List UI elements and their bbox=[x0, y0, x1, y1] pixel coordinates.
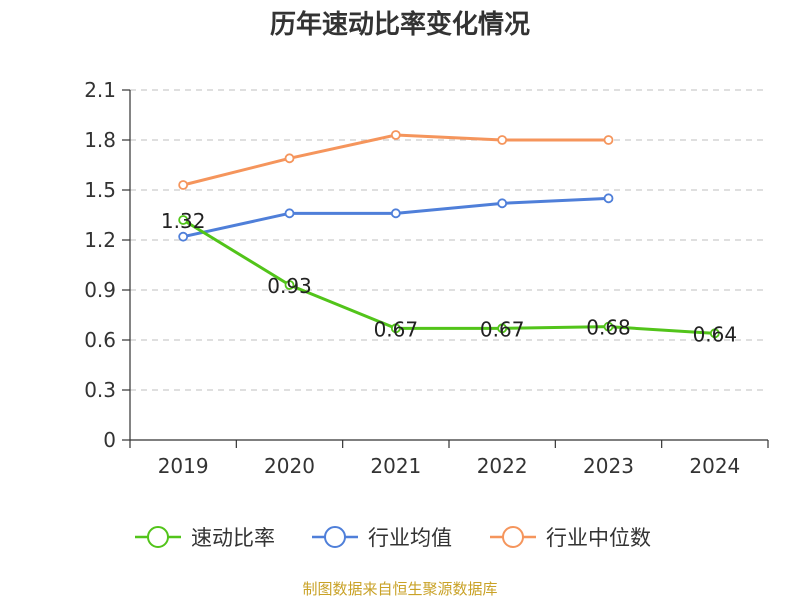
data-label: 0.64 bbox=[693, 322, 738, 346]
data-label: 0.67 bbox=[374, 317, 419, 341]
legend-label: 行业均值 bbox=[368, 526, 452, 550]
data-label: 1.32 bbox=[161, 209, 206, 233]
series-line-速动比率 bbox=[182, 218, 715, 335]
data-point bbox=[497, 198, 508, 209]
data-point bbox=[390, 208, 401, 219]
series-line-行业中位数 bbox=[182, 133, 609, 187]
legend-label: 速动比率 bbox=[191, 526, 275, 550]
x-tick-label: 2024 bbox=[689, 454, 740, 478]
data-point bbox=[603, 135, 614, 145]
y-tick-label: 1.2 bbox=[84, 228, 116, 252]
y-tick-label: 1.8 bbox=[84, 128, 116, 152]
data-source-note: 制图数据来自恒生聚源数据库 bbox=[302, 580, 498, 598]
data-point bbox=[284, 153, 295, 164]
data-label: 0.67 bbox=[480, 317, 525, 341]
data-point bbox=[178, 180, 189, 190]
legend-marker-icon bbox=[147, 526, 169, 548]
x-tick-label: 2021 bbox=[370, 454, 421, 478]
data-point bbox=[603, 193, 614, 204]
axis-layer: 0 0.3 0.6 0.9 1.2 1.5 1.8 2.1 2019 2020 2021 2022 20… bbox=[84, 78, 769, 478]
data-point bbox=[178, 231, 189, 242]
series-layer bbox=[178, 130, 720, 339]
grid-layer bbox=[130, 89, 768, 391]
y-tick-label: 0 bbox=[103, 428, 116, 452]
y-tick-label: 0.9 bbox=[84, 278, 116, 302]
data-point bbox=[390, 323, 401, 334]
y-tick-label: 1.5 bbox=[84, 178, 116, 202]
x-tick-label: 2022 bbox=[477, 454, 528, 478]
legend-label: 行业中位数 bbox=[546, 526, 651, 550]
legend: 速动比率 行业均值 行业中位数 bbox=[135, 526, 651, 550]
data-point bbox=[603, 321, 614, 332]
data-point bbox=[284, 280, 295, 290]
x-tick-label: 2019 bbox=[158, 454, 209, 478]
data-label-layer: 1.32 0.93 0.67 0.67 0.68 0.64 bbox=[161, 209, 737, 346]
legend-marker-icon bbox=[502, 526, 524, 548]
data-point bbox=[497, 323, 508, 334]
y-tick-label: 0.3 bbox=[84, 378, 116, 402]
x-tick-label: 2020 bbox=[264, 454, 315, 478]
y-tick-label: 0.6 bbox=[84, 328, 116, 352]
chart-title: 历年速动比率变化情况 bbox=[269, 10, 530, 40]
data-point bbox=[497, 135, 508, 145]
data-point bbox=[390, 130, 401, 140]
legend-marker-icon bbox=[324, 526, 346, 548]
data-point bbox=[284, 208, 295, 219]
data-label: 0.68 bbox=[586, 316, 631, 340]
y-tick-label: 2.1 bbox=[84, 78, 116, 102]
data-point bbox=[709, 328, 720, 339]
x-tick-label: 2023 bbox=[583, 454, 634, 478]
data-label: 0.93 bbox=[267, 274, 312, 298]
data-point bbox=[178, 215, 189, 225]
